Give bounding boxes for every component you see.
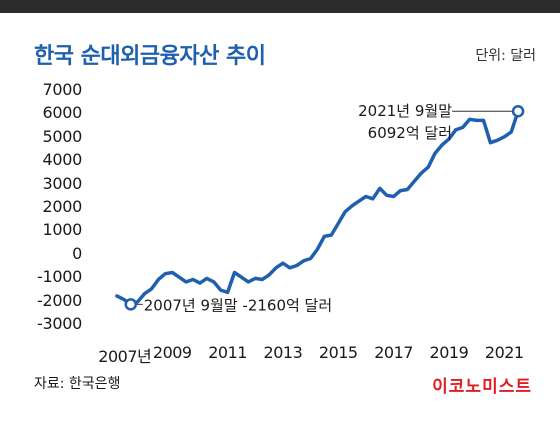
brand-logo: 이코노미스트 xyxy=(432,377,532,397)
x-tick-label: 2017 xyxy=(374,343,413,362)
source-label: 자료: 한국은행 xyxy=(34,376,121,392)
y-tick-label: 3000 xyxy=(42,173,82,193)
y-tick-label: -3000 xyxy=(37,314,82,333)
end-point-marker xyxy=(511,104,525,118)
chart-title: 한국 순대외금융자산 추이 xyxy=(34,44,266,69)
y-tick-label: 0 xyxy=(72,243,82,263)
x-tick-label: 2007년 xyxy=(98,347,152,366)
y-tick-label: -1000 xyxy=(37,267,82,287)
y-tick-label: 7000 xyxy=(42,80,82,99)
top-bar xyxy=(0,0,560,13)
y-tick-label: 6000 xyxy=(42,103,82,123)
x-tick-label: 2009 xyxy=(152,343,192,362)
x-tick-label: 2013 xyxy=(263,343,303,362)
y-tick-label: 1000 xyxy=(42,220,82,240)
x-tick-label: 2021 xyxy=(484,343,524,362)
y-tick-label: -2000 xyxy=(37,290,82,310)
x-tick-label: 2011 xyxy=(208,343,247,362)
y-tick-label: 4000 xyxy=(42,150,82,170)
start-point-marker xyxy=(124,298,137,311)
annotation-end-line1: 2021년 9월말 xyxy=(358,102,452,120)
annotation-layer: 2021년 9월말 6092억 달러 2007년 9월말 -2160억 달러 xyxy=(124,102,525,314)
x-tick-label: 2015 xyxy=(318,343,358,362)
series-layer xyxy=(115,109,520,307)
x-tick-label: 2019 xyxy=(429,343,469,362)
unit-label: 단위: 달러 xyxy=(475,48,536,64)
series-line xyxy=(115,109,520,307)
y-tick-label: 5000 xyxy=(42,126,82,146)
annotation-start: 2007년 9월말 -2160억 달러 xyxy=(144,296,332,314)
y-tick-label: 2000 xyxy=(42,197,82,216)
annotation-end-line2: 6092억 달러 xyxy=(368,124,452,142)
